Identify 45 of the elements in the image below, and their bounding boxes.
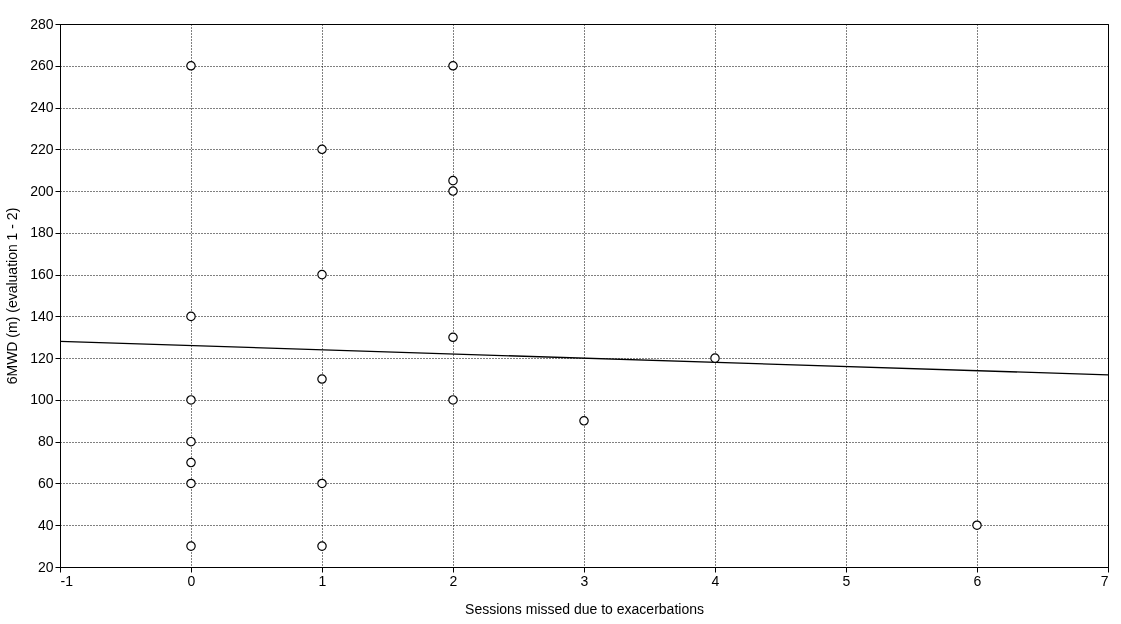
y-tick-label: 260 [30,57,54,74]
point [710,353,720,363]
point [317,269,327,280]
point [186,478,196,489]
point [186,457,196,468]
y-tick-label: 220 [30,140,54,157]
y-tick-label: 180 [30,224,54,241]
point [186,395,196,405]
x-tick-label: -1 [60,572,74,589]
y-tick-label: 120 [30,349,54,366]
point [579,416,589,426]
point [448,395,458,405]
point [448,175,458,186]
x-tick-label: 4 [711,572,720,589]
y-tick-label: 80 [37,433,54,450]
point [448,60,458,71]
y-tick-label: 200 [30,182,54,199]
y-tick-label: 280 [30,15,54,32]
x-tick-label: 7 [1100,572,1109,589]
point [317,541,327,551]
x-tick-label: 0 [187,572,196,589]
x-tick-label: 1 [318,572,327,589]
x-axis-title: Sessions missed due to exacerbations [465,600,704,617]
point [186,541,196,551]
point [972,520,982,531]
x-tick-label: 3 [580,572,589,589]
x-tick-label: 5 [842,572,851,589]
y-tick-label: 240 [30,99,54,116]
x-tick-label: 2 [449,572,458,589]
y-tick-label: 160 [30,266,54,283]
point [317,478,327,489]
y-axis-title: 6MWD (m) (evaluation 1 - 2) [4,207,21,385]
point [317,144,327,155]
x-tick-label: 6 [973,572,982,589]
y-tick-label: 40 [37,516,54,533]
y-tick-label: 140 [30,307,54,324]
point [186,436,196,447]
y-tick-label: 60 [37,474,54,491]
point [186,311,196,322]
point [186,60,196,71]
point [448,332,458,343]
point [317,374,327,384]
y-tick-label: 100 [30,391,54,408]
point [448,186,458,196]
y-tick-label: 20 [37,558,54,575]
